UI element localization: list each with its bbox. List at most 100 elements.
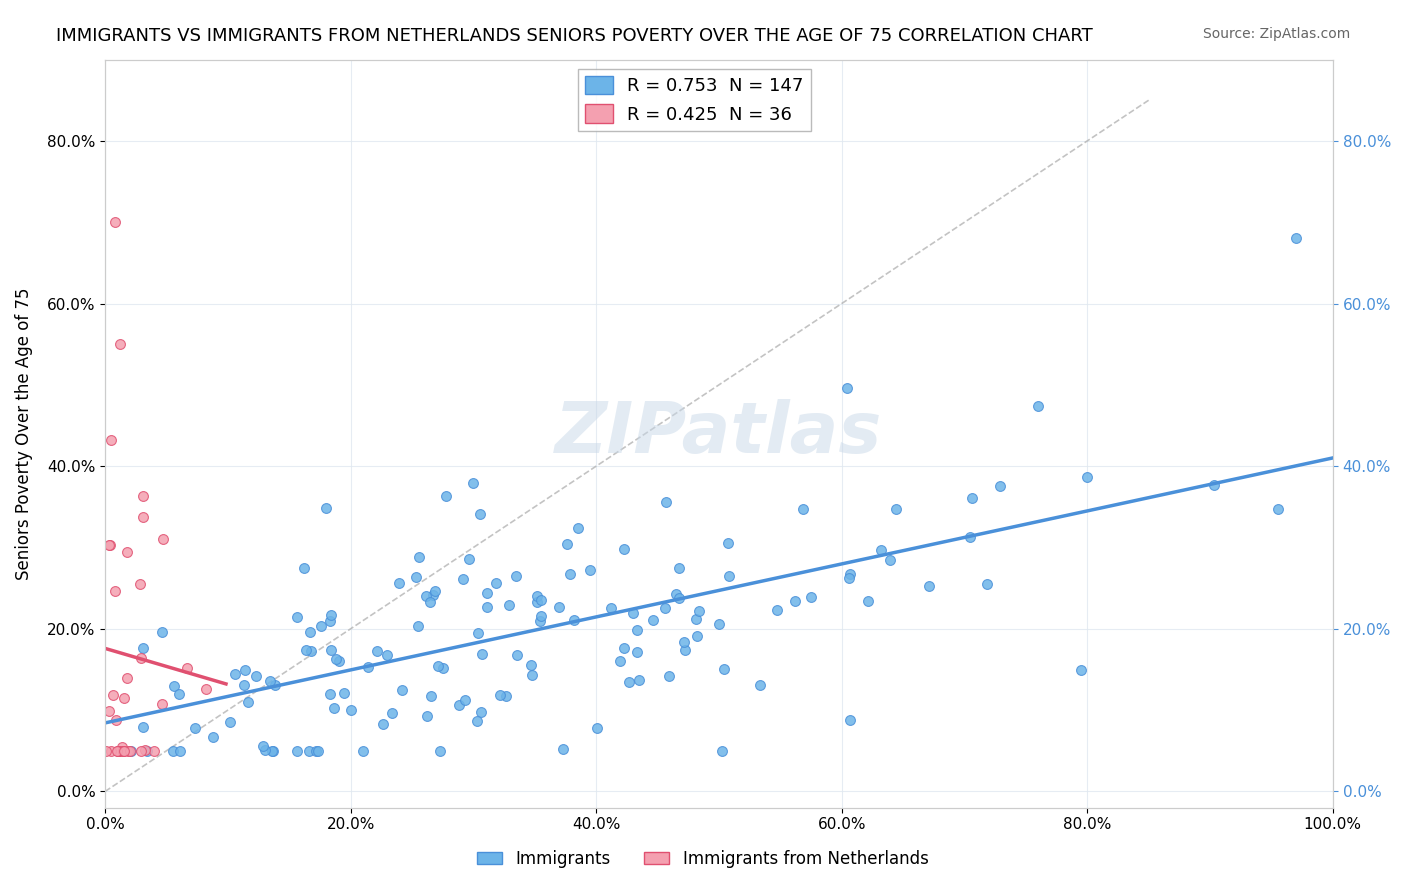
Immigrants <box>498 599 520 613</box>
Immigrants from Netherlands <box>120 744 142 758</box>
Immigrants <box>264 678 287 692</box>
Immigrants <box>792 501 814 516</box>
Text: Source: ZipAtlas.com: Source: ZipAtlas.com <box>1202 27 1350 41</box>
Immigrants <box>294 642 316 657</box>
Immigrants from Netherlands <box>112 744 135 758</box>
Immigrants from Netherlands <box>108 744 131 758</box>
Immigrants <box>835 381 858 395</box>
Immigrants from Netherlands <box>107 744 129 758</box>
Immigrants from Netherlands <box>101 688 124 702</box>
Immigrants from Netherlands <box>115 671 138 685</box>
Immigrants <box>150 624 173 639</box>
Immigrants <box>599 601 621 615</box>
Immigrants <box>262 744 284 758</box>
Immigrants from Netherlands <box>100 744 122 758</box>
Immigrants from Netherlands <box>117 744 139 758</box>
Immigrants <box>555 537 578 551</box>
Immigrants from Netherlands <box>104 584 127 599</box>
Immigrants <box>458 552 481 566</box>
Immigrants from Netherlands <box>115 545 138 559</box>
Immigrants <box>800 590 823 604</box>
Immigrants <box>586 721 609 735</box>
Immigrants <box>839 566 862 581</box>
Immigrants <box>613 542 636 557</box>
Immigrants <box>236 695 259 709</box>
Legend: Immigrants, Immigrants from Netherlands: Immigrants, Immigrants from Netherlands <box>471 844 935 875</box>
Immigrants <box>451 572 474 586</box>
Immigrants <box>447 698 470 713</box>
Immigrants <box>416 709 439 723</box>
Immigrants <box>621 607 644 621</box>
Immigrants <box>422 588 444 602</box>
Immigrants from Netherlands <box>150 697 173 711</box>
Immigrants from Netherlands <box>112 744 135 758</box>
Immigrants <box>562 613 585 627</box>
Immigrants from Netherlands <box>98 538 121 552</box>
Immigrants <box>519 658 541 673</box>
Immigrants <box>526 590 548 604</box>
Immigrants from Netherlands <box>194 682 217 697</box>
Immigrants <box>560 566 582 581</box>
Immigrants <box>333 686 356 700</box>
Immigrants from Netherlands <box>128 576 150 591</box>
Immigrants <box>884 502 907 516</box>
Immigrants <box>292 561 315 575</box>
Immigrants <box>299 644 322 658</box>
Immigrants <box>1202 478 1225 492</box>
Immigrants <box>547 599 569 614</box>
Immigrants <box>298 744 321 758</box>
Immigrants <box>749 678 772 692</box>
Immigrants from Netherlands <box>129 651 152 665</box>
Immigrants from Netherlands <box>134 743 156 757</box>
Immigrants <box>530 609 553 624</box>
Immigrants from Netherlands <box>132 489 155 503</box>
Immigrants <box>626 644 648 658</box>
Immigrants <box>988 479 1011 493</box>
Immigrants <box>131 641 153 656</box>
Immigrants <box>232 678 254 692</box>
Immigrants <box>235 664 257 678</box>
Immigrants <box>609 654 631 668</box>
Immigrants <box>135 744 157 758</box>
Immigrants <box>1267 502 1289 516</box>
Immigrants <box>252 739 274 753</box>
Immigrants <box>856 594 879 608</box>
Immigrants from Netherlands <box>100 433 122 447</box>
Immigrants <box>371 717 394 731</box>
Immigrants <box>325 652 347 666</box>
Immigrants from Netherlands <box>107 744 129 758</box>
Immigrants <box>505 569 527 583</box>
Immigrants <box>432 661 454 675</box>
Immigrants <box>224 666 246 681</box>
Immigrants from Netherlands <box>97 704 120 718</box>
Immigrants <box>654 600 676 615</box>
Immigrants from Netherlands <box>131 510 153 524</box>
Immigrants <box>387 576 409 591</box>
Immigrants <box>427 659 450 673</box>
Immigrants <box>626 623 648 637</box>
Text: ZIPatlas: ZIPatlas <box>555 399 883 468</box>
Immigrants <box>352 744 374 758</box>
Immigrants <box>470 705 492 719</box>
Immigrants <box>309 619 332 633</box>
Immigrants <box>468 507 491 521</box>
Immigrants <box>567 521 589 535</box>
Immigrants <box>766 603 789 617</box>
Immigrants <box>879 553 901 567</box>
Immigrants <box>381 706 404 720</box>
Immigrants <box>132 720 155 734</box>
Immigrants <box>1076 470 1098 484</box>
Immigrants <box>183 721 205 735</box>
Immigrants <box>665 587 688 601</box>
Immigrants from Netherlands <box>105 744 128 758</box>
Immigrants <box>285 744 308 758</box>
Immigrants <box>285 610 308 624</box>
Immigrants <box>959 530 981 544</box>
Immigrants <box>917 579 939 593</box>
Immigrants <box>477 600 499 615</box>
Immigrants <box>688 604 710 618</box>
Immigrants <box>201 730 224 744</box>
Immigrants from Netherlands <box>176 661 198 675</box>
Immigrants <box>960 491 983 506</box>
Immigrants <box>408 549 430 564</box>
